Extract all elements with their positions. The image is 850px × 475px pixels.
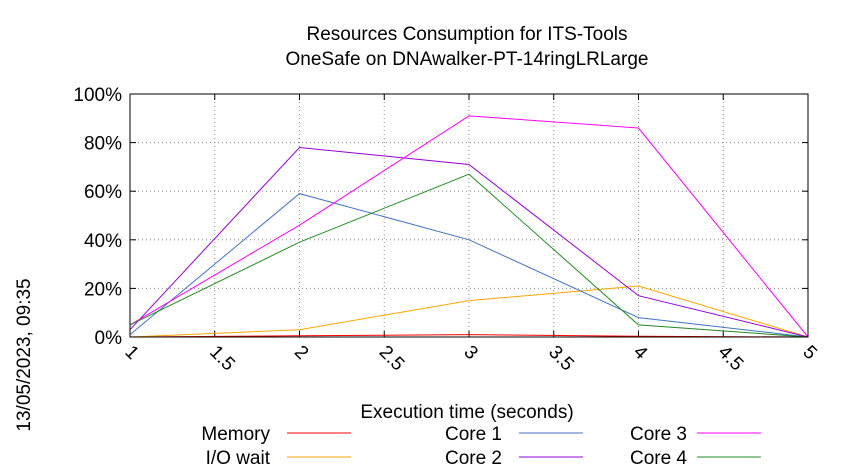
- x-tick-label: 4.5: [714, 342, 748, 376]
- series-line-core-1: [129, 193, 809, 338]
- x-tick-label: 1: [120, 342, 142, 364]
- series-line-core-2: [129, 146, 809, 338]
- x-tick-label: 2: [290, 342, 312, 364]
- chart-title-line2: OneSafe on DNAwalker-PT-14ringLRLarge: [286, 49, 649, 70]
- x-tick-label: 5: [798, 342, 820, 364]
- timestamp-side-label: 13/05/2023, 09:35: [14, 278, 35, 431]
- x-tick-label: 4: [629, 342, 652, 365]
- plot-frame: [129, 93, 809, 338]
- y-tick-label: 0%: [95, 328, 123, 349]
- legend-label: Core 1: [445, 424, 502, 445]
- legend-label: Core 2: [445, 448, 502, 469]
- legend: Memory I/O wait Core 1 Core 2 Core 3 Core 4: [201, 424, 761, 469]
- x-tick-label: 3: [459, 342, 481, 364]
- x-tick-label: 2.5: [375, 342, 409, 376]
- y-axis-ticks: 0% 20% 40% 60% 80% 100%: [73, 85, 808, 349]
- y-tick-label: 60%: [84, 182, 122, 203]
- x-axis-label: Execution time (seconds): [360, 402, 573, 423]
- series-line-core-3: [129, 115, 809, 338]
- x-tick-label: 3.5: [544, 342, 578, 376]
- legend-label: I/O wait: [206, 448, 271, 469]
- chart-title-line1: Resources Consumption for ITS-Tools: [306, 24, 627, 45]
- x-tick-label: 1.5: [205, 342, 239, 376]
- legend-label: Memory: [201, 424, 270, 445]
- y-tick-label: 20%: [84, 279, 122, 300]
- legend-label: Core 4: [630, 448, 687, 469]
- y-tick-label: 80%: [84, 134, 122, 155]
- y-tick-label: 40%: [84, 231, 122, 252]
- legend-label: Core 3: [630, 424, 687, 445]
- series-line-i-o-wait: [129, 285, 809, 338]
- y-tick-label: 100%: [73, 85, 122, 106]
- grid-lines: [130, 94, 808, 337]
- series-line-core-4: [129, 173, 809, 338]
